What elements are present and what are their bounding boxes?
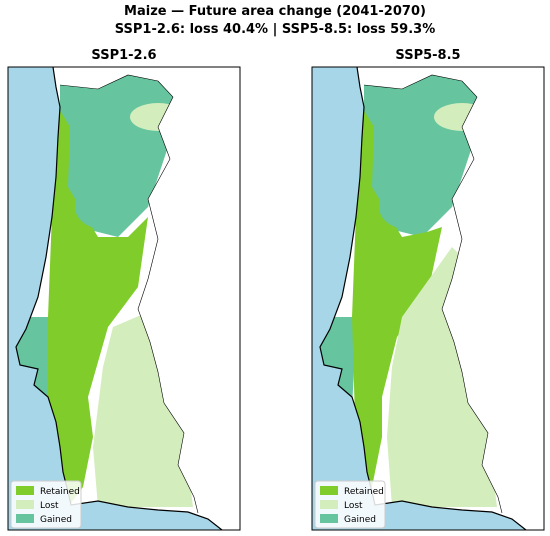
legend-label: Lost (40, 501, 59, 511)
legend: Retained Lost Gained (10, 480, 82, 529)
lost-area (387, 247, 497, 507)
figure-subtitle: SSP1-2.6: loss 40.4% | SSP5-8.5: loss 59… (115, 22, 436, 37)
legend-label: Retained (344, 487, 384, 497)
axes-frame (311, 66, 545, 531)
legend-label: Lost (344, 501, 363, 511)
gained-area (379, 185, 435, 229)
panel-title: SSP5-8.5 (395, 48, 460, 63)
retained-area (48, 107, 148, 507)
coastline (15, 66, 223, 531)
legend-swatch (320, 514, 338, 523)
legend-label: Gained (40, 515, 72, 525)
map-panel: Retained Lost Gained (7, 66, 241, 531)
legend-swatch (320, 486, 338, 495)
legend-label: Retained (40, 487, 80, 497)
axes-frame (7, 66, 241, 531)
figure-title: Maize — Future area change (2041-2070) (124, 4, 426, 19)
map-panel: Retained Lost Gained (311, 66, 545, 531)
panel-title: SSP1-2.6 (91, 48, 156, 63)
gained-area (75, 185, 131, 229)
country-border (363, 74, 503, 514)
legend-swatch (16, 486, 34, 495)
legend-swatch (320, 500, 338, 509)
coastline (319, 66, 527, 531)
lost-area (93, 312, 193, 507)
legend: Retained Lost Gained (314, 480, 386, 529)
legend-swatch (16, 500, 34, 509)
legend-label: Gained (344, 515, 376, 525)
legend-swatch (16, 514, 34, 523)
retained-area (352, 107, 442, 487)
country-border (59, 74, 199, 514)
